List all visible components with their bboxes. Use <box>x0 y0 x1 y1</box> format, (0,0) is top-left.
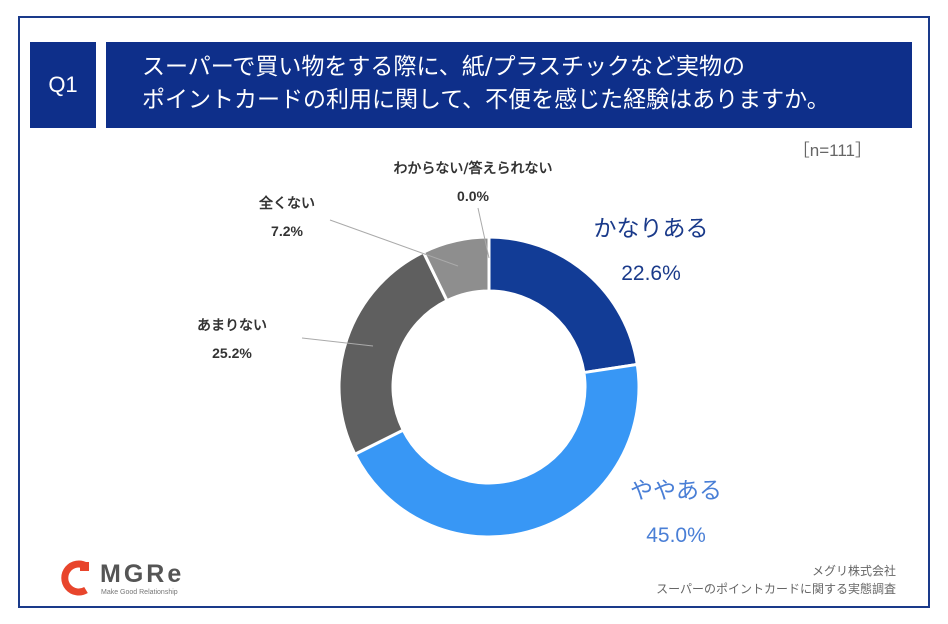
slice-amari-nai <box>337 250 450 457</box>
category-label-kanari-aru: かなりある <box>594 216 709 242</box>
category-label-yaya-aru: ややある <box>630 478 722 504</box>
category-label-wakaranai: わからない/答えられない <box>393 160 552 177</box>
value-label-yaya-aru: 45.0% <box>646 524 706 547</box>
leader-line-mattaku-nai <box>329 219 459 267</box>
question-title: スーパーで買い物をする際に、紙/プラスチックなど実物の ポイントカードの利用に関… <box>106 42 912 128</box>
category-label-amari-nai: あまりない <box>197 318 267 334</box>
value-label-wakaranai: 0.0% <box>457 188 489 204</box>
leader-line-amari-nai <box>301 337 374 347</box>
mgre-logo: MGRe Make Good Relationship <box>60 560 181 600</box>
value-label-mattaku-nai: 7.2% <box>271 223 303 239</box>
sample-size: ［n=111］ <box>792 141 872 160</box>
logo-tagline: Make Good Relationship <box>101 589 178 596</box>
question-line-1: スーパーで買い物をする際に、紙/プラスチックなど実物の <box>142 54 745 80</box>
category-label-mattaku-nai: 全くない <box>258 195 315 212</box>
value-label-kanari-aru: 22.6% <box>621 262 681 285</box>
leader-line-wakaranai <box>477 207 490 259</box>
slice-kanari-aru <box>487 235 640 375</box>
slice-mattaku-nai <box>421 235 491 303</box>
value-label-amari-nai: 25.2% <box>212 345 252 361</box>
question-line-2: ポイントカードの利用に関して、不便を感じた経験はありますか。 <box>142 87 830 113</box>
logo-wordmark: MGRe <box>100 560 185 588</box>
mgre-logo-icon <box>61 560 89 596</box>
slice-yaya-aru <box>352 362 641 539</box>
source-company: メグリ株式会社 <box>811 564 896 578</box>
source-credit: メグリ株式会社 スーパーのポイントカードに関する実態調査 <box>656 562 896 598</box>
source-survey: スーパーのポイントカードに関する実態調査 <box>656 582 896 596</box>
question-badge: Q1 <box>30 42 96 128</box>
